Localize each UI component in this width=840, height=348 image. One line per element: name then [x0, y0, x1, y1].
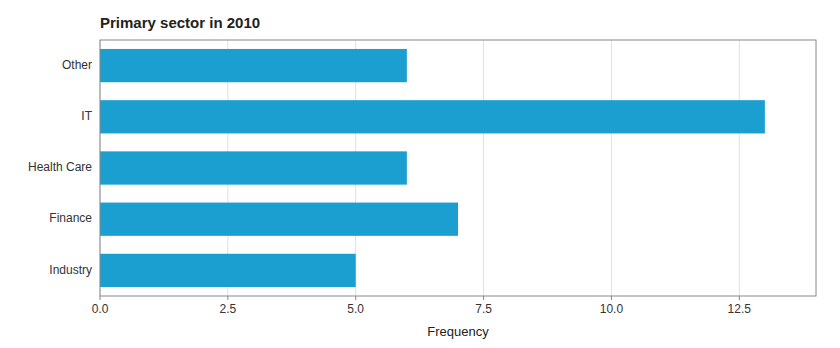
- bar: [100, 49, 407, 82]
- tick-label: 12.5: [728, 302, 752, 316]
- category-label: Industry: [49, 263, 92, 277]
- tick-label: 5.0: [347, 302, 364, 316]
- category-label: IT: [81, 109, 92, 123]
- tick-mark: [739, 296, 740, 300]
- tick-label: 10.0: [600, 302, 624, 316]
- y-axis: Other IT Health Care Finance Industry: [28, 58, 93, 277]
- tick-mark: [227, 296, 228, 300]
- tick-mark: [611, 296, 612, 300]
- x-axis-label: Frequency: [427, 324, 489, 339]
- plot-frame: [100, 40, 816, 296]
- bar: [100, 203, 458, 236]
- tick-label: 0.0: [92, 302, 109, 316]
- category-label: Health Care: [28, 160, 92, 174]
- x-axis: 0.0 2.5 5.0 7.5 10.0 12.5: [92, 296, 752, 316]
- tick-label: 2.5: [220, 302, 237, 316]
- bar: [100, 254, 356, 287]
- bar: [100, 151, 407, 184]
- tick-mark: [483, 296, 484, 300]
- grid-line: [739, 40, 740, 296]
- bars: [100, 49, 765, 287]
- tick-mark: [355, 296, 356, 300]
- chart-svg: 0.0 2.5 5.0 7.5 10.0 12.5 Other IT Health Care Fi…: [0, 0, 840, 348]
- chart-container: 0.0 2.5 5.0 7.5 10.0 12.5 Other IT Health Care Fi…: [0, 0, 840, 348]
- tick-mark: [100, 296, 101, 300]
- tick-label: 7.5: [475, 302, 492, 316]
- category-label: Finance: [49, 211, 92, 225]
- grid-line: [483, 40, 484, 296]
- grid-line: [611, 40, 612, 296]
- chart-title: Primary sector in 2010: [100, 14, 260, 31]
- category-label: Other: [62, 58, 92, 72]
- grid: [100, 40, 739, 296]
- bar: [100, 100, 765, 133]
